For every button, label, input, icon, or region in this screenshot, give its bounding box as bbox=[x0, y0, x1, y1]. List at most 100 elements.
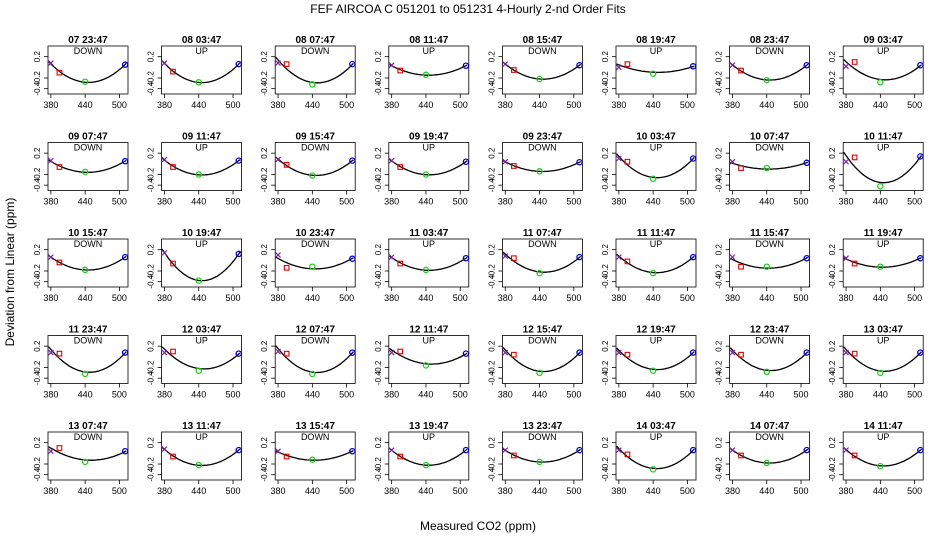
panel-direction: DOWN bbox=[74, 143, 103, 153]
x-tick-label: 440 bbox=[646, 100, 661, 110]
y-tick-label: -0.2 bbox=[147, 264, 156, 278]
data-point-square bbox=[510, 452, 517, 459]
data-point-circle bbox=[649, 269, 657, 277]
x-tick-label: 440 bbox=[646, 486, 661, 496]
data-point-x-marker bbox=[502, 349, 509, 356]
y-tick-label: -0.2 bbox=[374, 457, 383, 471]
y-tick-label: -0.2 bbox=[487, 457, 496, 471]
x-tick-label: 380 bbox=[498, 100, 513, 110]
panel-direction: UP bbox=[650, 432, 663, 442]
y-tick-label: -0.4 bbox=[487, 178, 496, 192]
data-point-circle bbox=[877, 182, 884, 190]
x-tick-label: 500 bbox=[226, 293, 241, 303]
x-tick-label: 440 bbox=[646, 390, 661, 400]
y-tick-label: -0.4 bbox=[487, 274, 496, 288]
panel-title: 11 07:47 bbox=[523, 228, 562, 239]
data-point-circle bbox=[649, 466, 657, 473]
y-tick-label: -0.2 bbox=[147, 457, 156, 471]
fit-curve bbox=[502, 61, 582, 80]
data-point-x-marker bbox=[502, 253, 509, 259]
panel-title: 12 11:47 bbox=[409, 325, 448, 336]
x-tick-label: 500 bbox=[112, 197, 127, 207]
y-tick-label: -0.2 bbox=[260, 167, 269, 181]
fit-curve bbox=[843, 151, 923, 184]
y-tick-label: 0.2 bbox=[828, 244, 837, 256]
data-point-circle bbox=[877, 369, 884, 377]
x-tick-label: 380 bbox=[611, 486, 626, 496]
data-point-circle bbox=[803, 349, 810, 356]
panel-frame bbox=[729, 431, 810, 481]
y-tick-label: 0.2 bbox=[147, 51, 156, 63]
panel-direction: UP bbox=[650, 46, 663, 56]
data-point-circle bbox=[462, 350, 470, 357]
data-point-circle bbox=[763, 76, 770, 84]
x-tick-label: 440 bbox=[418, 486, 433, 496]
y-tick-label: -0.4 bbox=[147, 371, 156, 385]
y-tick-label: -0.2 bbox=[487, 167, 496, 181]
panel-direction: UP bbox=[423, 432, 436, 442]
panel-title: 13 23:47 bbox=[523, 421, 563, 432]
panel-frame bbox=[501, 238, 583, 288]
data-point-square bbox=[170, 260, 176, 267]
data-point-circle bbox=[309, 81, 316, 88]
fit-curve bbox=[161, 60, 241, 84]
y-tick-label: -0.4 bbox=[828, 178, 837, 192]
data-point-circle bbox=[576, 446, 583, 454]
data-point-circle bbox=[121, 349, 129, 356]
y-tick-label: -0.4 bbox=[715, 371, 724, 385]
y-tick-label: 0.2 bbox=[601, 340, 610, 352]
panel-direction: DOWN bbox=[755, 143, 784, 153]
y-tick-label: 0.2 bbox=[374, 244, 383, 256]
data-point-x-marker bbox=[275, 348, 281, 355]
y-tick-label: -0.2 bbox=[828, 71, 837, 85]
y-tick-label: -0.4 bbox=[601, 467, 610, 481]
panel-title: 08 19:47 bbox=[636, 35, 676, 46]
data-point-square bbox=[397, 164, 404, 170]
panel-frame bbox=[274, 238, 356, 288]
x-tick-label: 380 bbox=[384, 100, 399, 110]
y-tick-label: -0.2 bbox=[147, 167, 156, 181]
y-tick-label: -0.2 bbox=[33, 360, 42, 374]
x-tick-label: 440 bbox=[532, 293, 547, 303]
data-point-x-marker bbox=[161, 446, 168, 452]
x-tick-label: 380 bbox=[498, 390, 513, 400]
y-tick-label: 0.2 bbox=[601, 244, 610, 256]
panel-frame bbox=[388, 45, 470, 95]
x-tick-label: 500 bbox=[453, 486, 468, 496]
data-point-x-marker bbox=[161, 349, 168, 356]
x-tick-label: 380 bbox=[271, 100, 286, 110]
y-tick-label: 0.2 bbox=[147, 340, 156, 352]
data-point-x-marker bbox=[388, 157, 395, 164]
y-tick-label: 0.2 bbox=[601, 147, 610, 159]
data-point-circle bbox=[649, 367, 657, 374]
fit-curve bbox=[616, 63, 695, 74]
y-tick-label: 0.2 bbox=[715, 51, 724, 63]
x-tick-label: 500 bbox=[907, 100, 922, 110]
x-tick-label: 380 bbox=[839, 390, 854, 400]
x-tick-label: 380 bbox=[725, 486, 740, 496]
y-tick-label: -0.4 bbox=[147, 467, 156, 481]
data-point-circle bbox=[803, 159, 810, 167]
y-tick-label: 0.2 bbox=[715, 244, 724, 256]
x-tick-label: 380 bbox=[384, 486, 399, 496]
panel-title: 08 23:47 bbox=[750, 35, 790, 46]
panel-direction: DOWN bbox=[528, 143, 557, 153]
data-point-square bbox=[56, 445, 63, 451]
x-tick-label: 500 bbox=[339, 390, 354, 400]
panel-title: 08 11:47 bbox=[409, 35, 448, 46]
y-tick-label: 0.2 bbox=[147, 147, 156, 159]
panel-direction: UP bbox=[423, 336, 436, 346]
x-axis-label: Measured CO2 (ppm) bbox=[420, 519, 536, 533]
panel-frame bbox=[47, 45, 129, 95]
y-tick-label: -0.2 bbox=[260, 360, 269, 374]
data-point-square bbox=[738, 67, 744, 74]
x-tick-label: 380 bbox=[43, 486, 58, 496]
